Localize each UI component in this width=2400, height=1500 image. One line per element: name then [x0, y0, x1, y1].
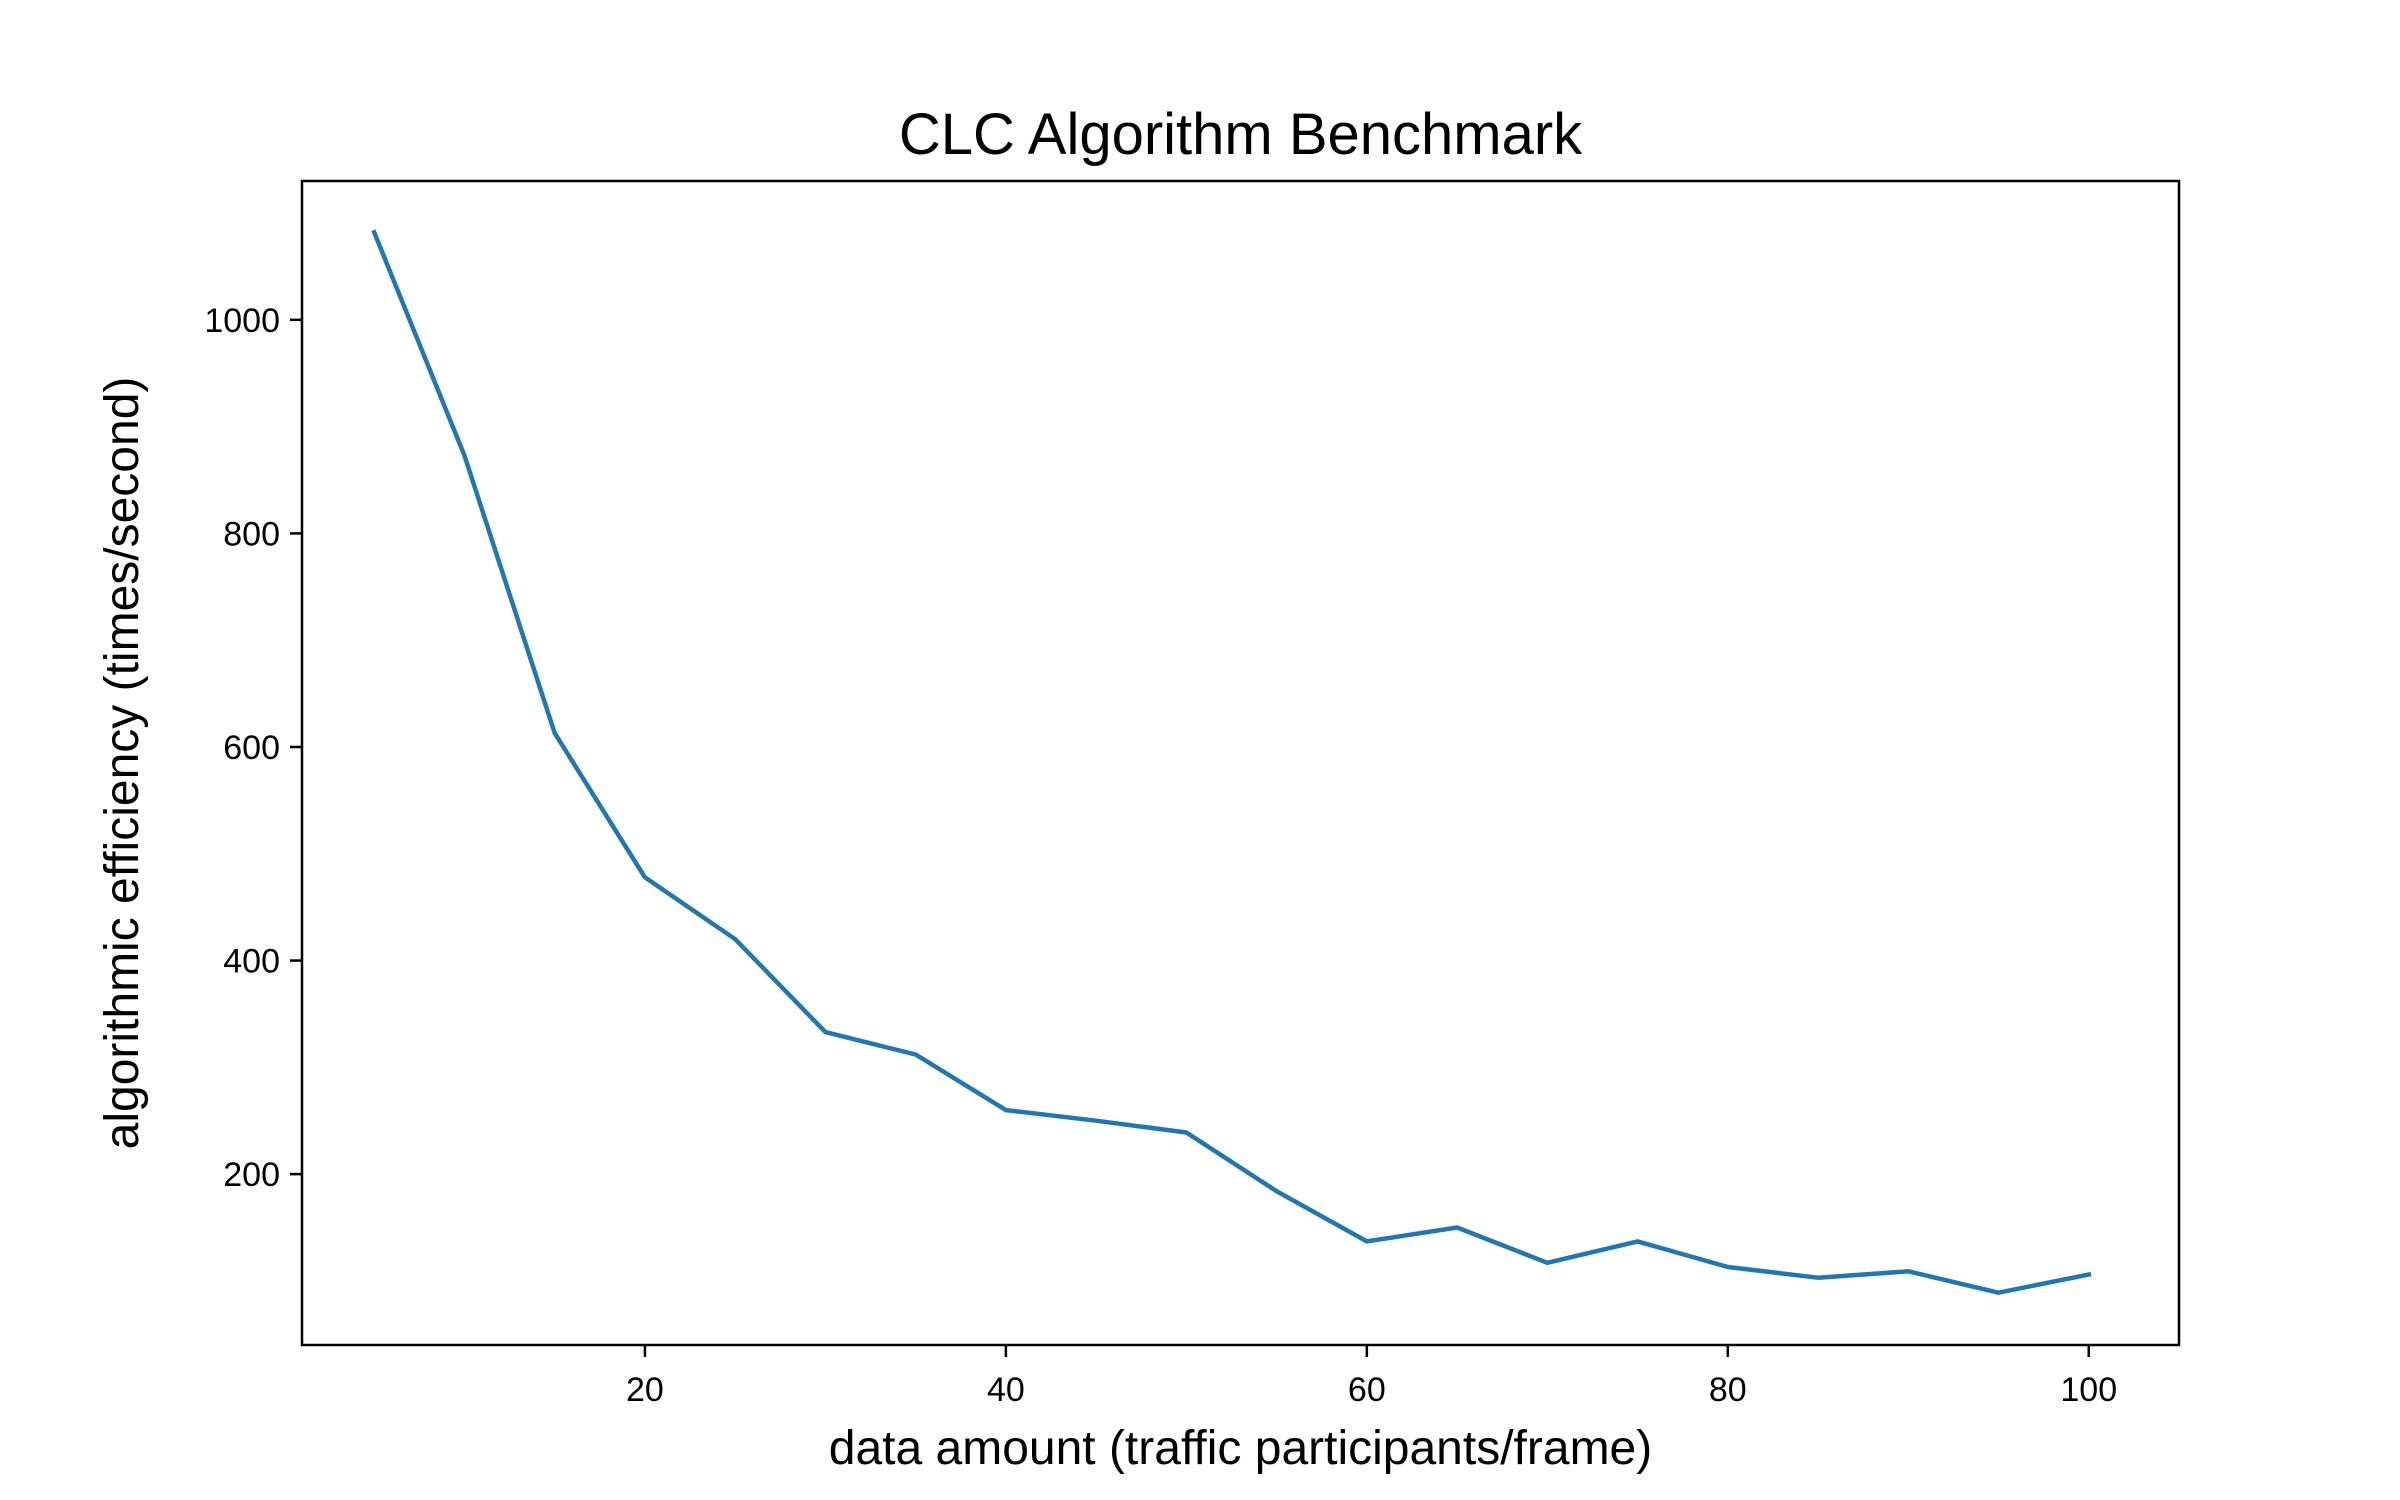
y-tick-label: 800 — [223, 515, 280, 553]
x-tick-label: 100 — [2060, 1371, 2117, 1409]
x-tick-label: 60 — [1348, 1371, 1386, 1409]
y-axis-label: algorithmic efficiency (times/second) — [96, 377, 149, 1150]
x-axis: 20 40 60 80 100 — [626, 1345, 2117, 1409]
x-axis-label: data amount (traffic participants/frame) — [829, 1422, 1652, 1475]
x-tick-label: 80 — [1709, 1371, 1747, 1409]
y-tick-label: 200 — [223, 1156, 280, 1194]
series-line-0 — [371, 229, 2092, 1295]
y-axis: 200 400 600 800 1000 — [204, 302, 302, 1194]
x-tick-label: 20 — [626, 1371, 664, 1409]
plot-frame — [300, 179, 2181, 1347]
y-tick-label: 400 — [223, 943, 280, 981]
x-tick-label: 40 — [987, 1371, 1025, 1409]
chart-title: CLC Algorithm Benchmark — [899, 102, 1583, 167]
y-tick-label: 1000 — [204, 302, 280, 340]
y-tick-label: 600 — [223, 729, 280, 767]
plot-area — [371, 229, 2092, 1295]
